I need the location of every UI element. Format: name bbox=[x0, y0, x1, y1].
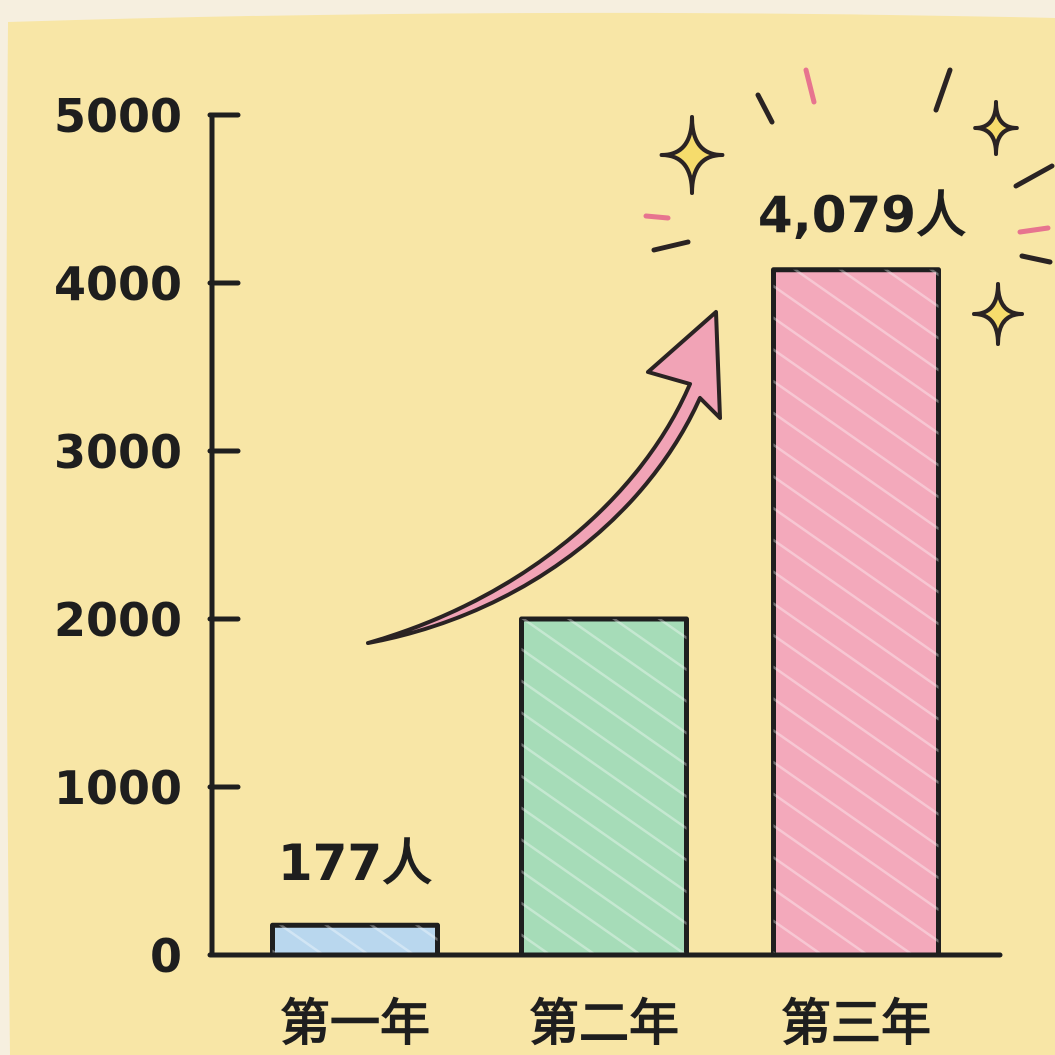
data-label: 177人 bbox=[278, 834, 432, 892]
data-labels: 177人 4,079人 bbox=[278, 186, 966, 892]
burst-line bbox=[651, 239, 691, 253]
sparkle-decorations bbox=[659, 100, 1024, 346]
bars bbox=[270, 267, 941, 958]
bar-hatch-3 bbox=[773, 269, 939, 955]
burst-line bbox=[643, 213, 671, 221]
x-tick-label: 第三年 bbox=[781, 994, 931, 1052]
y-tick-label: 4000 bbox=[54, 257, 182, 311]
burst-line bbox=[933, 67, 953, 113]
sparkle-icon bbox=[972, 282, 1024, 346]
sparkle-icon bbox=[659, 115, 725, 195]
growth-arrow-icon bbox=[366, 310, 722, 645]
growth-arrow-icon bbox=[366, 310, 722, 645]
burst-line bbox=[1013, 163, 1055, 189]
burst-line bbox=[755, 92, 775, 125]
axes bbox=[209, 112, 1003, 958]
y-axis-ticks: 0 1000 2000 3000 4000 5000 bbox=[54, 89, 241, 983]
y-tick-label: 2000 bbox=[54, 593, 182, 647]
x-tick-label: 第二年 bbox=[529, 994, 679, 1052]
x-tick-label: 第一年 bbox=[280, 994, 430, 1052]
bar-hatch-1 bbox=[272, 925, 438, 955]
y-tick-label: 3000 bbox=[54, 425, 182, 479]
bar-hatch-2 bbox=[521, 619, 687, 955]
burst-line bbox=[1019, 253, 1053, 265]
y-tick-label: 5000 bbox=[54, 89, 182, 143]
burst-lines-icon bbox=[643, 67, 1055, 265]
burst-line bbox=[1017, 225, 1051, 235]
sparkle-icon bbox=[973, 100, 1019, 156]
x-axis-labels: 第一年 第二年 第三年 bbox=[280, 994, 931, 1052]
y-tick-label: 0 bbox=[150, 929, 182, 983]
y-tick-label: 1000 bbox=[54, 761, 182, 815]
burst-line bbox=[803, 67, 817, 105]
data-label: 4,079人 bbox=[758, 186, 966, 244]
